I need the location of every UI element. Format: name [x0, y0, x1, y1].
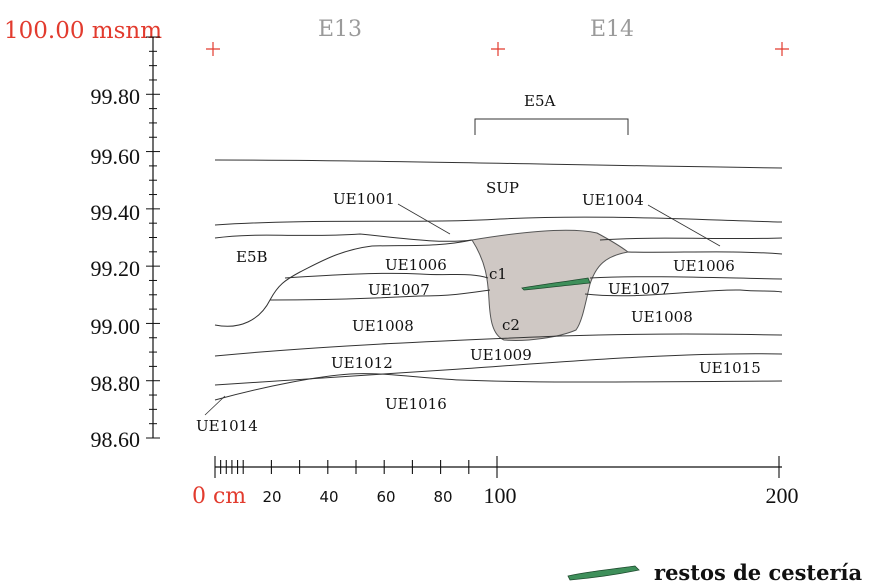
layer-label-ue1006: UE1006	[673, 257, 735, 275]
datum-cross-markers	[206, 42, 789, 56]
layer-label-ue1016: UE1016	[385, 395, 447, 413]
elevation-tick-label: 99.60	[91, 144, 141, 169]
layer-label-ue1006: UE1006	[385, 256, 447, 274]
layer-label-e5b: E5B	[236, 248, 268, 266]
datum-cross-icon	[491, 42, 505, 56]
elevation-tick-label: 99.20	[91, 256, 141, 281]
feature-bracket: E5A	[474, 92, 629, 135]
layer-label-sup: SUP	[486, 179, 519, 197]
datum-label: 100.00 msnm	[4, 18, 162, 44]
layer-line-ue1001-left	[214, 233, 473, 242]
elevation-minor-ticks	[146, 36, 160, 439]
scale-ticks	[214, 456, 780, 478]
pit-cut-label-c2: c2	[502, 316, 520, 334]
scale-tick-label: 40	[319, 488, 338, 506]
layer-line-ue1006	[284, 272, 489, 279]
layer-label-ue1012: UE1012	[331, 354, 393, 372]
scale-tick-label: 80	[433, 488, 452, 506]
basketry-remains	[521, 277, 591, 291]
layer-label-ue1008: UE1008	[631, 308, 693, 326]
layer-label-ue1007: UE1007	[608, 280, 670, 298]
elevation-tick-label: 99.40	[91, 200, 141, 225]
datum-cross-icon	[206, 42, 220, 56]
layer-line-e5b	[214, 239, 473, 327]
layer-line-ue1009	[214, 333, 783, 357]
scale-tick-label: 100	[484, 483, 517, 508]
elevation-tick-label: 98.60	[91, 427, 141, 452]
layer-line-ue1004	[599, 237, 783, 241]
layer-line-ue1012	[214, 353, 783, 386]
grid-square-label: E13	[318, 17, 362, 42]
legend: restos de cestería	[567, 560, 863, 585]
layer-label-ue1014: UE1014	[196, 417, 258, 435]
leader-line-ue1014	[204, 395, 226, 416]
scale-tick-label: 20	[262, 488, 281, 506]
layer-line-ue1006-right	[589, 276, 783, 280]
layer-label-ue1009: UE1009	[470, 346, 532, 364]
scale-origin-label: 0 cm	[192, 484, 246, 509]
elevation-tick-label: 99.80	[91, 84, 141, 109]
legend-label: restos de cestería	[654, 560, 863, 585]
scale-tick-label: 60	[376, 488, 395, 506]
layer-label-ue1007: UE1007	[368, 281, 430, 299]
elevation-tick-label: 99.00	[91, 314, 141, 339]
layer-line-ue1001-top	[214, 216, 783, 226]
basketry-swatch-icon	[567, 565, 640, 581]
elevation-tick-label: 98.80	[91, 371, 141, 396]
distance-scale: 0 cm 20 40 60 80 100 200	[192, 456, 799, 509]
layer-labels: SUP UE1001 UE1004 E5B UE1006 UE1006 UE10…	[196, 179, 761, 435]
datum-cross-icon	[775, 42, 789, 56]
layer-boundaries	[214, 159, 783, 401]
layer-line-surface	[214, 159, 783, 169]
layer-label-ue1008: UE1008	[352, 317, 414, 335]
elevation-axis: 100.00 msnm 99.80 99.60 99.40 99.20 99.0…	[4, 18, 162, 452]
scale-tick-label: 200	[766, 483, 799, 508]
leader-line-ue1004	[647, 204, 721, 247]
layer-label-ue1001: UE1001	[333, 190, 395, 208]
layer-line-right-upper	[627, 251, 783, 255]
leader-lines	[204, 203, 721, 416]
bracket-line	[474, 118, 629, 135]
layer-line-ue1007-right	[584, 289, 783, 297]
grid-square-label: E14	[590, 17, 634, 42]
feature-label: E5A	[524, 92, 555, 110]
layer-label-ue1004: UE1004	[582, 191, 644, 209]
grid-references: E13 E14	[206, 17, 789, 56]
leader-line-ue1001	[397, 203, 451, 235]
layer-label-ue1015: UE1015	[699, 359, 761, 377]
layer-line-ue1007-left	[269, 289, 491, 301]
pit-cut-label-c1: c1	[489, 265, 507, 283]
layer-line-ue1016	[214, 373, 783, 401]
